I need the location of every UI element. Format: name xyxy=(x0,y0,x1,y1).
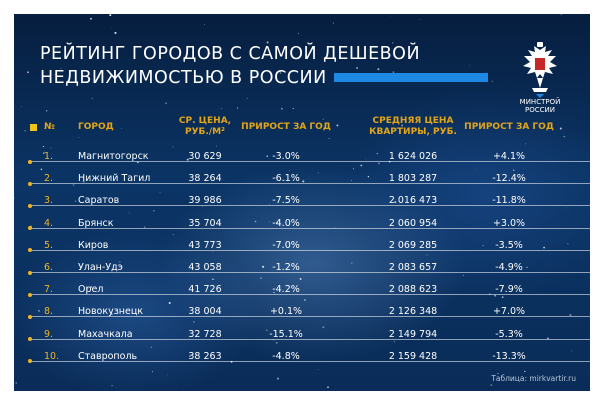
row-apartment-price: 2 088 623 xyxy=(388,284,438,296)
double-headed-eagle-icon xyxy=(523,42,557,98)
row-price-per-sqm: 38 263 xyxy=(188,350,222,362)
row-apartment-price: 2 159 428 xyxy=(388,350,438,362)
row-growth-apartment: +7.0% xyxy=(492,306,526,318)
row-growth-per-sqm: -7.5% xyxy=(272,195,300,207)
row-bullet-icon xyxy=(28,181,32,186)
row-bullet-icon xyxy=(28,337,32,342)
row-city: Махачкала xyxy=(78,328,133,340)
row-growth-apartment: -11.8% xyxy=(492,195,526,207)
row-growth-per-sqm: -4.2% xyxy=(272,284,300,296)
row-rank: 7. xyxy=(44,284,54,296)
row-growth-apartment: -4.9% xyxy=(495,262,523,273)
row-price-per-sqm: 30 629 xyxy=(188,151,222,162)
row-price-per-sqm: 32 728 xyxy=(188,328,222,340)
row-growth-apartment: -12.4% xyxy=(492,173,526,185)
row-price-per-sqm: 43 058 xyxy=(188,262,222,273)
logo-text-line-2: РОССИИ xyxy=(525,106,555,114)
row-divider xyxy=(30,316,590,318)
column-header-apartment-price-line-2: КВАРТИРЫ, РУБ. xyxy=(369,127,457,137)
row-growth-per-sqm: -4.0% xyxy=(272,217,300,229)
title-accent-bar xyxy=(334,73,488,82)
row-rank: 8. xyxy=(44,306,54,318)
column-header-growth-sqm: ПРИРОСТ ЗА ГОД xyxy=(241,122,331,132)
row-price-per-sqm: 38 004 xyxy=(188,306,222,318)
row-rank: 9. xyxy=(44,328,54,340)
row-rank: 1. xyxy=(44,151,54,162)
row-growth-per-sqm: +0.1% xyxy=(269,306,303,318)
row-divider xyxy=(30,338,590,340)
column-header-apartment-price-line-1: СРЕДНЯЯ ЦЕНА xyxy=(372,116,454,126)
row-price-per-sqm: 43 773 xyxy=(188,239,222,251)
row-rank: 4. xyxy=(44,217,54,229)
row-divider xyxy=(30,360,590,362)
row-divider xyxy=(30,227,590,229)
infographic-title-line-2: НЕДВИЖИМОСТЬЮ В РОССИИ xyxy=(40,68,327,88)
row-growth-apartment: +4.1% xyxy=(492,151,526,162)
row-city: Нижний Тагил xyxy=(78,173,151,185)
infographic-title-line-1: РЕЙТИНГ ГОРОДОВ С САМОЙ ДЕШЕВОЙ xyxy=(40,44,421,64)
row-city: Новокузнецк xyxy=(78,306,144,318)
row-city: Улан-Удэ xyxy=(78,262,123,273)
header-bullet-icon xyxy=(30,124,37,131)
row-apartment-price: 2 083 657 xyxy=(388,262,438,273)
row-rank: 10. xyxy=(44,350,60,362)
column-header-growth-apartment: ПРИРОСТ ЗА ГОД xyxy=(464,122,554,132)
row-price-per-sqm: 35 704 xyxy=(188,217,222,229)
minstroy-logo: МИНСТРОЙ РОССИИ xyxy=(510,42,570,126)
row-city: Брянск xyxy=(78,217,114,229)
row-growth-apartment: -5.3% xyxy=(495,328,523,340)
row-divider xyxy=(30,161,590,162)
row-city: Киров xyxy=(78,239,109,251)
row-growth-apartment: -7.9% xyxy=(495,284,523,296)
row-bullet-icon xyxy=(28,359,32,364)
row-apartment-price: 1 624 026 xyxy=(388,151,438,162)
row-city: Ставрополь xyxy=(78,350,138,362)
row-growth-per-sqm: -3.0% xyxy=(272,151,300,162)
row-bullet-icon xyxy=(28,159,32,164)
row-growth-apartment: -3.5% xyxy=(495,239,523,251)
row-apartment-price: 2 060 954 xyxy=(388,217,438,229)
column-header-rank: № xyxy=(44,122,55,132)
row-bullet-icon xyxy=(28,226,32,231)
row-growth-apartment: -13.3% xyxy=(492,350,526,362)
row-rank: 2. xyxy=(44,173,54,185)
row-growth-per-sqm: -4.8% xyxy=(272,350,300,362)
row-bullet-icon xyxy=(28,314,32,319)
row-apartment-price: 1 803 287 xyxy=(388,173,438,185)
starfield-background xyxy=(14,14,573,391)
row-rank: 5. xyxy=(44,239,54,251)
row-bullet-icon xyxy=(28,248,32,253)
row-divider xyxy=(30,249,590,251)
column-header-city: ГОРОД xyxy=(78,122,114,132)
column-header-price-line-2: РУБ./М² xyxy=(185,127,225,137)
row-growth-per-sqm: -6.1% xyxy=(272,173,300,185)
infographic-card: РЕЙТИНГ ГОРОДОВ С САМОЙ ДЕШЕВОЙ НЕДВИЖИМ… xyxy=(14,14,590,391)
row-city: Орел xyxy=(78,284,104,296)
row-divider xyxy=(30,294,590,296)
row-growth-per-sqm: -7.0% xyxy=(272,239,300,251)
row-divider xyxy=(30,183,590,185)
row-price-per-sqm: 38 264 xyxy=(188,173,222,185)
row-price-per-sqm: 41 726 xyxy=(188,284,222,296)
row-bullet-icon xyxy=(28,270,32,275)
logo-text-line-1: МИНСТРОЙ xyxy=(519,98,561,106)
column-header-price-line-1: СР. ЦЕНА, xyxy=(178,116,232,126)
row-apartment-price: 2 126 348 xyxy=(388,306,438,318)
row-rank: 3. xyxy=(44,195,54,207)
row-rank: 6. xyxy=(44,262,54,273)
row-growth-per-sqm: -1.2% xyxy=(272,262,300,273)
row-divider xyxy=(30,205,590,207)
row-city: Саратов xyxy=(78,195,120,207)
row-growth-per-sqm: -15.1% xyxy=(269,328,303,340)
row-bullet-icon xyxy=(28,203,32,208)
row-divider xyxy=(30,272,590,273)
source-caption: Таблица: mirkvartir.ru xyxy=(491,374,576,383)
row-growth-apartment: +3.0% xyxy=(492,217,526,229)
row-city: Магнитогорск xyxy=(78,151,149,162)
row-apartment-price: 2 149 794 xyxy=(388,328,438,340)
row-price-per-sqm: 39 986 xyxy=(188,195,222,207)
row-apartment-price: 2 016 473 xyxy=(388,195,438,207)
row-apartment-price: 2 069 285 xyxy=(388,239,438,251)
row-bullet-icon xyxy=(28,292,32,297)
